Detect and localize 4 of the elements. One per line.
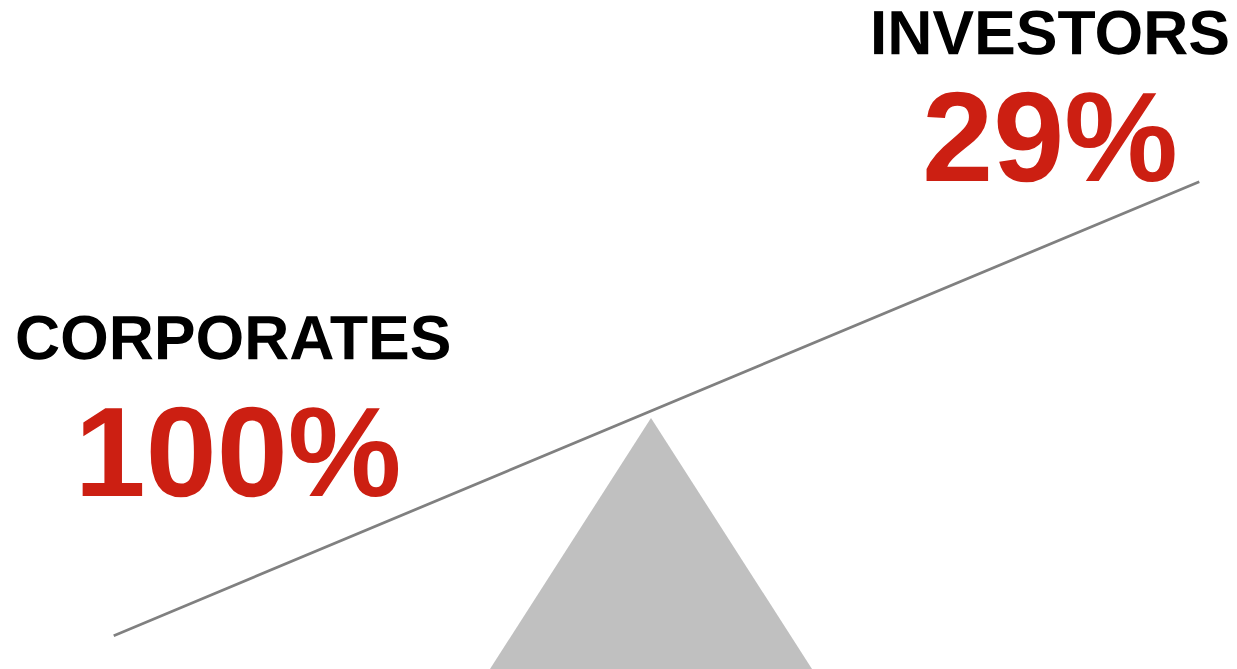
category-label: CORPORATES xyxy=(17,315,449,360)
data-label: 29% xyxy=(926,91,1175,183)
category-label: INVESTORS xyxy=(874,10,1228,55)
data-label: 100% xyxy=(82,406,399,498)
